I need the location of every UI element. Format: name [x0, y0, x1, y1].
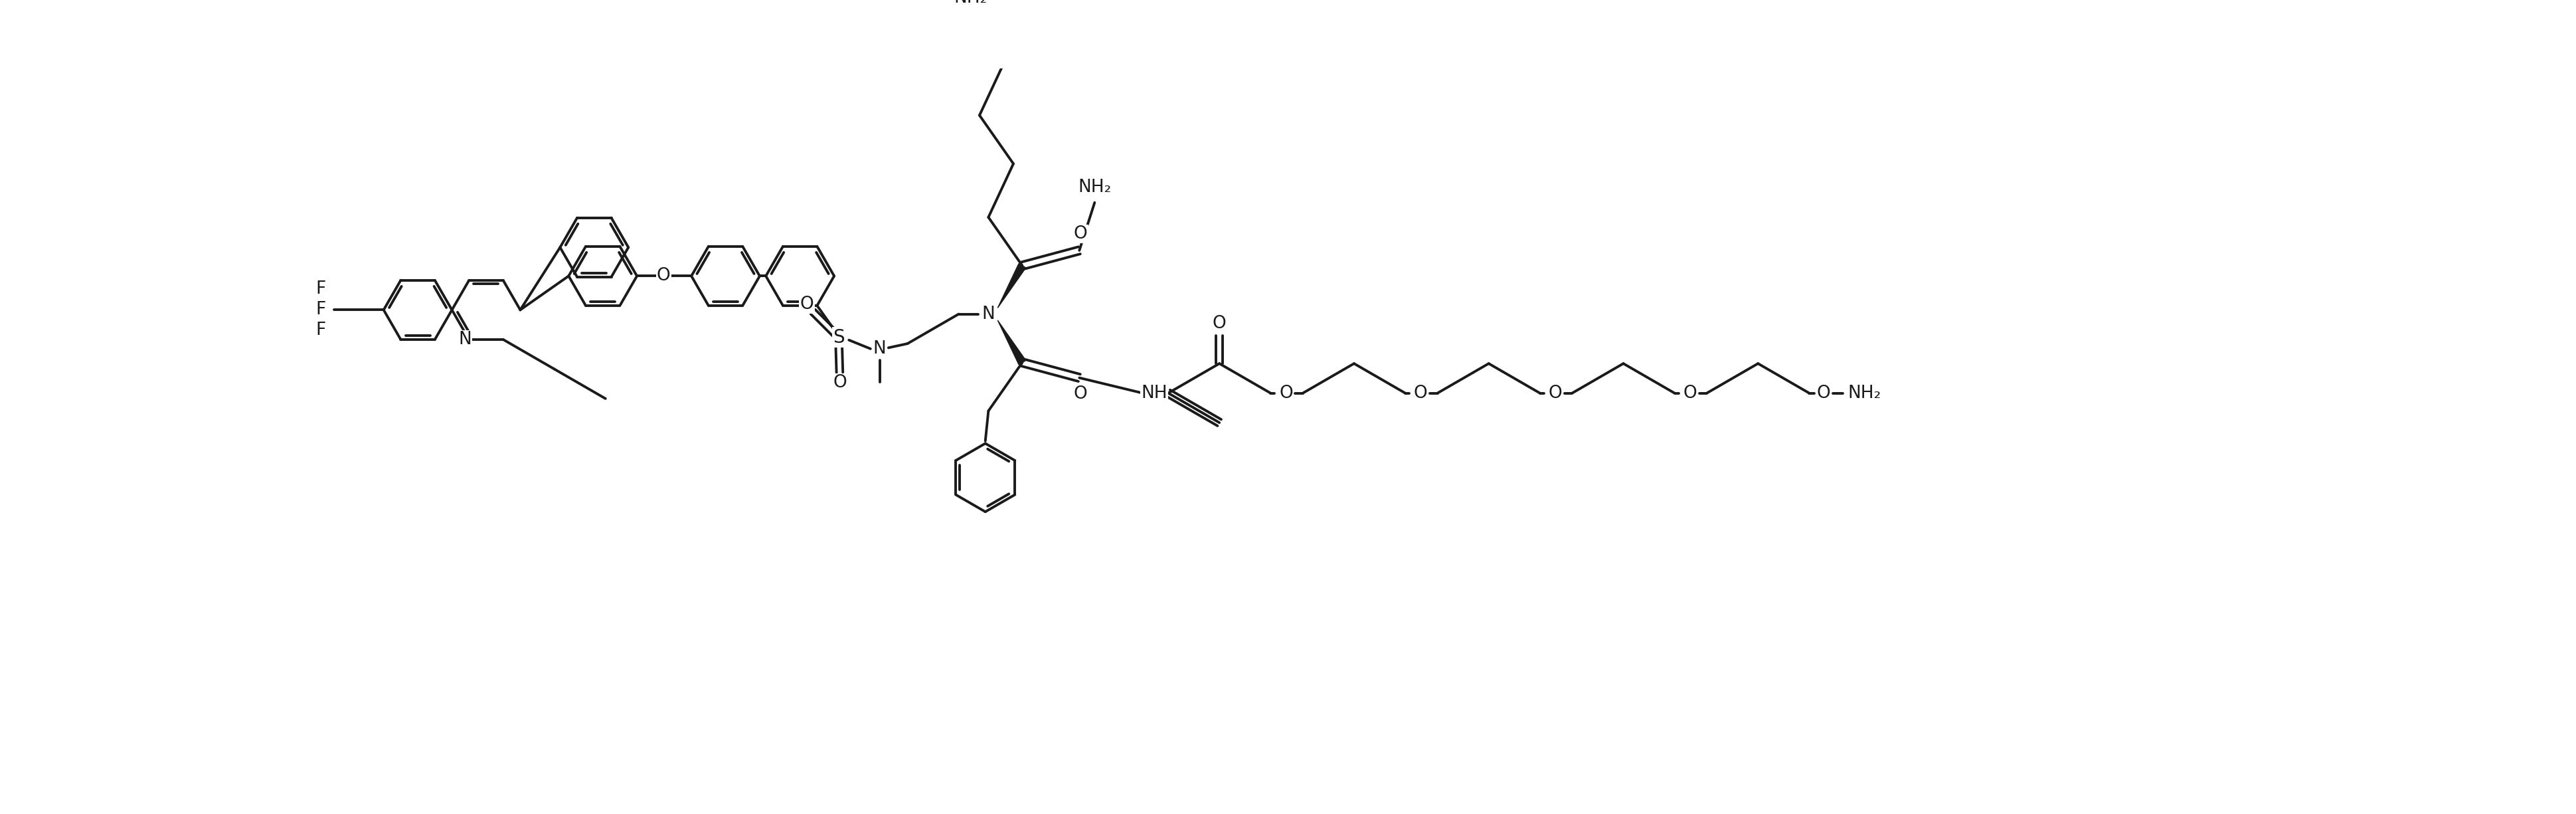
- Text: N: N: [981, 305, 994, 322]
- Text: O: O: [1074, 386, 1087, 403]
- Text: F: F: [314, 322, 325, 339]
- Text: O: O: [1213, 315, 1226, 332]
- Text: N: N: [873, 340, 886, 357]
- Text: O: O: [832, 374, 848, 392]
- Polygon shape: [997, 264, 1025, 308]
- Text: O: O: [1816, 384, 1829, 402]
- Text: NH₂: NH₂: [1077, 178, 1110, 196]
- Text: O: O: [799, 295, 814, 313]
- Text: O: O: [1682, 384, 1698, 402]
- Text: O: O: [657, 267, 670, 285]
- Text: O: O: [1548, 384, 1561, 402]
- Text: N: N: [459, 330, 471, 348]
- Text: F: F: [314, 301, 325, 318]
- Text: F: F: [314, 281, 325, 298]
- Text: O: O: [1074, 225, 1087, 243]
- Text: O: O: [1414, 384, 1427, 402]
- Polygon shape: [997, 320, 1025, 365]
- Text: NH₂: NH₂: [953, 0, 987, 7]
- Text: O: O: [1278, 384, 1293, 402]
- Text: S: S: [832, 328, 845, 347]
- Text: NH: NH: [1141, 384, 1167, 402]
- Text: NH₂: NH₂: [1847, 384, 1880, 402]
